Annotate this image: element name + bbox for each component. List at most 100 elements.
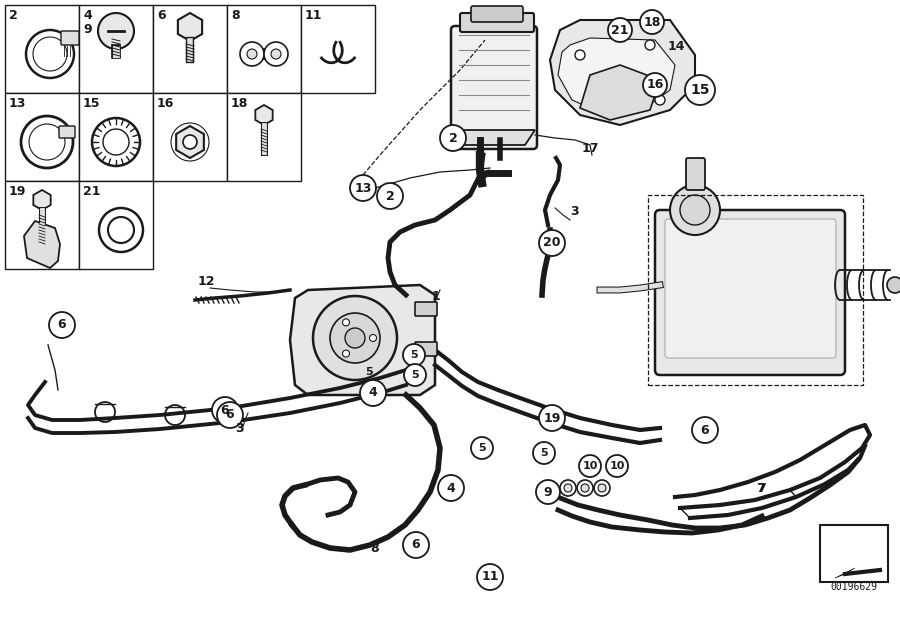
- Text: 5: 5: [411, 370, 418, 380]
- Text: 16: 16: [646, 78, 663, 92]
- Circle shape: [343, 319, 349, 326]
- Circle shape: [598, 484, 606, 492]
- Text: 6: 6: [58, 319, 67, 331]
- Circle shape: [345, 328, 365, 348]
- Circle shape: [564, 484, 572, 492]
- FancyBboxPatch shape: [415, 302, 437, 316]
- Circle shape: [98, 13, 134, 49]
- Circle shape: [404, 364, 426, 386]
- Circle shape: [536, 480, 560, 504]
- Text: 9: 9: [544, 485, 553, 499]
- FancyBboxPatch shape: [61, 31, 79, 45]
- FancyBboxPatch shape: [655, 210, 845, 375]
- Bar: [648, 195, 863, 385]
- Text: 11: 11: [482, 570, 499, 583]
- Circle shape: [581, 484, 589, 492]
- Circle shape: [692, 417, 718, 443]
- Circle shape: [685, 75, 715, 105]
- Bar: [153, 93, 227, 181]
- Bar: [79, 93, 153, 181]
- Text: 8: 8: [370, 542, 379, 555]
- Circle shape: [643, 73, 667, 97]
- Circle shape: [330, 313, 380, 363]
- Text: 9: 9: [83, 23, 92, 36]
- Circle shape: [343, 350, 349, 357]
- Bar: [227, 93, 301, 181]
- Text: 12: 12: [198, 275, 215, 288]
- Circle shape: [577, 480, 593, 496]
- FancyBboxPatch shape: [471, 6, 523, 22]
- Circle shape: [212, 397, 238, 423]
- Circle shape: [585, 90, 595, 100]
- Text: 6: 6: [220, 403, 230, 417]
- Text: 3: 3: [570, 205, 579, 218]
- Text: 1: 1: [432, 290, 441, 303]
- Circle shape: [240, 42, 264, 66]
- Text: 21: 21: [611, 24, 629, 36]
- Circle shape: [271, 49, 281, 59]
- FancyBboxPatch shape: [451, 26, 537, 149]
- Text: 6: 6: [157, 9, 166, 22]
- Text: 6: 6: [411, 539, 420, 551]
- Text: 8: 8: [231, 9, 239, 22]
- Circle shape: [313, 296, 397, 380]
- Text: 2: 2: [385, 190, 394, 202]
- Circle shape: [640, 10, 664, 34]
- Circle shape: [403, 344, 425, 366]
- FancyBboxPatch shape: [460, 13, 534, 32]
- Circle shape: [247, 49, 257, 59]
- Circle shape: [49, 312, 75, 338]
- Circle shape: [539, 230, 565, 256]
- Text: 2: 2: [448, 132, 457, 144]
- Circle shape: [887, 277, 900, 293]
- Circle shape: [440, 125, 466, 151]
- Text: 7: 7: [756, 482, 765, 495]
- Circle shape: [471, 437, 493, 459]
- Bar: [79, 181, 153, 269]
- Circle shape: [575, 50, 585, 60]
- Polygon shape: [550, 20, 695, 125]
- Circle shape: [108, 217, 134, 243]
- Circle shape: [403, 532, 429, 558]
- Text: 15: 15: [690, 83, 710, 97]
- Circle shape: [350, 175, 376, 201]
- Polygon shape: [580, 65, 660, 120]
- Text: 14: 14: [668, 40, 686, 53]
- Polygon shape: [24, 221, 60, 268]
- Bar: [5, 181, 79, 269]
- Text: 19: 19: [544, 411, 561, 424]
- Bar: [242, 49, 286, 59]
- Polygon shape: [450, 130, 535, 145]
- Text: 11: 11: [305, 9, 322, 22]
- Circle shape: [533, 442, 555, 464]
- Polygon shape: [178, 13, 202, 41]
- Circle shape: [438, 475, 464, 501]
- Bar: [5, 93, 79, 181]
- Polygon shape: [33, 190, 50, 210]
- Bar: [79, 5, 153, 93]
- Polygon shape: [290, 285, 435, 395]
- Circle shape: [680, 195, 710, 225]
- FancyBboxPatch shape: [415, 342, 437, 356]
- Text: 6: 6: [701, 424, 709, 436]
- Text: 13: 13: [355, 181, 372, 195]
- Text: 3: 3: [235, 422, 244, 435]
- Text: 13: 13: [9, 97, 26, 110]
- Circle shape: [645, 40, 655, 50]
- Polygon shape: [256, 105, 273, 125]
- FancyBboxPatch shape: [59, 126, 75, 138]
- Text: 18: 18: [231, 97, 248, 110]
- Circle shape: [217, 402, 243, 428]
- Bar: [153, 5, 227, 93]
- Circle shape: [539, 405, 565, 431]
- Text: 5: 5: [478, 443, 486, 453]
- Text: 4: 4: [369, 387, 377, 399]
- Text: 10: 10: [609, 461, 625, 471]
- Circle shape: [606, 455, 628, 477]
- Text: 21: 21: [83, 185, 101, 198]
- Circle shape: [377, 183, 403, 209]
- Text: 00196629: 00196629: [831, 582, 878, 592]
- Text: 19: 19: [9, 185, 26, 198]
- Circle shape: [370, 335, 376, 342]
- Text: 5: 5: [410, 350, 418, 360]
